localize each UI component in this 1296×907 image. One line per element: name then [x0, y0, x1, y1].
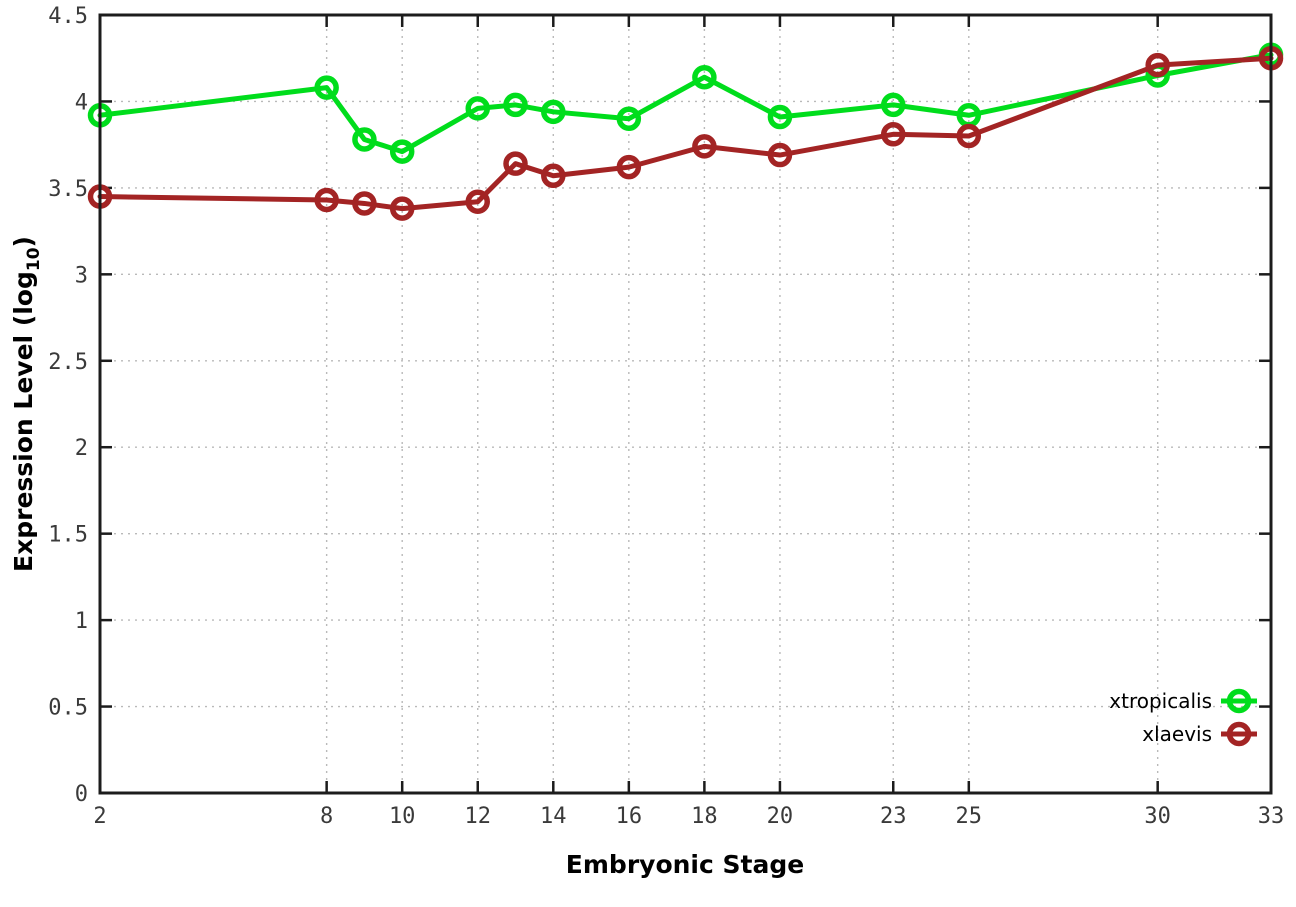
data-point-marker	[956, 123, 982, 149]
y-axis-title-subscript: 10	[24, 247, 44, 271]
data-point-marker	[692, 134, 717, 159]
x-tick-label: 8	[320, 804, 333, 829]
svg-text:Expression Level (log10): Expression Level (log10)	[9, 236, 44, 572]
y-axis-title: Expression Level (log10)	[9, 236, 44, 572]
data-point-marker	[881, 92, 906, 118]
y-tick-label: 2.5	[48, 350, 88, 375]
series-xtropicalis	[87, 42, 1284, 164]
data-series	[87, 42, 1284, 221]
x-tick-label: 30	[1144, 804, 1171, 829]
data-point-marker	[465, 189, 490, 214]
legend-label-xlaevis: xlaevis	[1142, 722, 1212, 746]
x-tick-label: 12	[464, 804, 491, 829]
legend-marker-sample	[1226, 721, 1252, 747]
y-tick-label: 4.5	[48, 4, 88, 29]
x-tick-label: 25	[956, 804, 983, 829]
data-point-marker	[767, 104, 793, 130]
chart-legend: xtropicalis xlaevis	[1109, 688, 1257, 747]
x-tick-label: 20	[767, 804, 794, 829]
data-point-marker	[503, 151, 528, 176]
legend-entry-xtropicalis: xtropicalis	[1109, 688, 1257, 714]
x-tick-label: 14	[540, 804, 567, 829]
tick-labels: 2 8 10 12 14 16 18 20 23 25 30 33 0 0.5 1 1.5 2 2.5 3 3.5 4 4…	[48, 4, 1284, 829]
data-point-marker	[1145, 52, 1170, 78]
series-line-xtropicalis	[97, 52, 1274, 155]
x-tick-label: 10	[389, 804, 416, 829]
data-point-marker	[541, 163, 566, 189]
legend-label-xtropicalis: xtropicalis	[1109, 689, 1212, 713]
y-axis-title-main: Expression Level (log	[9, 271, 38, 572]
data-point-marker	[767, 142, 793, 168]
data-point-marker	[352, 191, 377, 216]
plot-border	[98, 13, 1273, 795]
axis-ticks	[98, 13, 1273, 795]
x-tick-label: 23	[880, 804, 907, 829]
y-tick-label: 0	[75, 782, 88, 807]
y-tick-label: 0.5	[48, 696, 88, 721]
data-point-marker	[314, 75, 339, 100]
y-tick-label: 1	[75, 609, 88, 634]
data-point-marker	[692, 64, 717, 90]
data-point-marker	[389, 196, 415, 221]
y-tick-label: 2	[75, 436, 88, 461]
data-point-marker	[616, 154, 642, 180]
y-tick-label: 3	[75, 263, 88, 288]
legend-marker-sample	[1226, 688, 1252, 714]
y-tick-label: 3.5	[48, 177, 88, 202]
data-point-marker	[389, 139, 415, 164]
data-point-marker	[503, 92, 528, 118]
grid-lines	[100, 15, 1271, 793]
data-point-marker	[541, 99, 566, 125]
legend-entry-xlaevis: xlaevis	[1142, 721, 1257, 747]
data-point-marker	[616, 106, 642, 131]
x-tick-label: 2	[93, 804, 106, 829]
x-axis-title: Embryonic Stage	[566, 850, 804, 879]
data-point-marker	[314, 187, 339, 213]
y-tick-label: 1.5	[48, 523, 88, 548]
x-tick-label: 16	[616, 804, 643, 829]
y-axis-title-close: )	[9, 236, 38, 247]
x-tick-label: 18	[691, 804, 718, 829]
data-point-marker	[881, 122, 906, 147]
x-tick-label: 33	[1258, 804, 1285, 829]
series-xlaevis	[87, 45, 1284, 221]
y-tick-label: 4	[75, 90, 88, 115]
data-point-marker	[352, 127, 377, 152]
series-line-xlaevis	[97, 55, 1274, 212]
data-point-marker	[465, 96, 490, 121]
